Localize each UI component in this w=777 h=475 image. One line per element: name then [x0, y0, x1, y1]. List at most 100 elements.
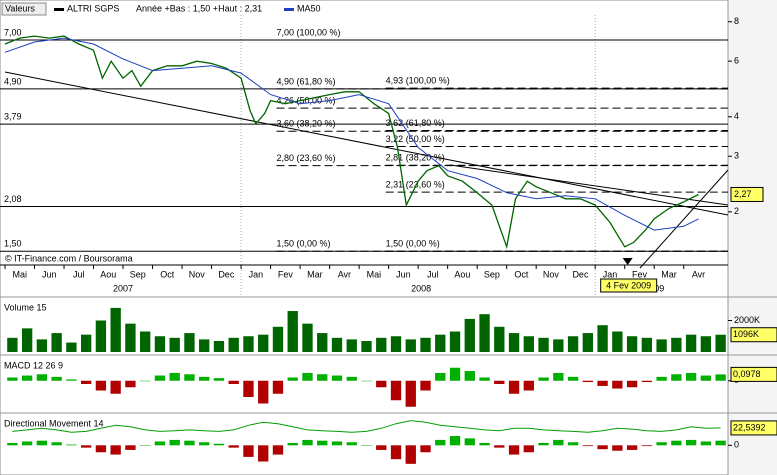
- fib-label: 4,93 (100,00 %): [386, 75, 450, 85]
- bar: [228, 337, 239, 352]
- bar: [612, 445, 623, 451]
- bar: [7, 337, 18, 352]
- bar: [95, 380, 107, 391]
- bar: [346, 339, 357, 352]
- annotation-box: [600, 278, 658, 293]
- bar: [110, 445, 121, 455]
- bar: [715, 440, 726, 446]
- bar: [612, 331, 623, 352]
- y-tick-label: 0: [734, 440, 739, 450]
- bar: [464, 371, 475, 381]
- fib-label: 1,50 (0,00 %): [386, 239, 440, 249]
- bar: [302, 372, 313, 381]
- x-tick-label: Mar: [661, 269, 677, 279]
- x-tick-label: Nov: [543, 269, 560, 279]
- x-tick-label: Sep: [484, 269, 500, 279]
- y-tick-label: 3: [734, 151, 739, 161]
- bar: [258, 334, 269, 352]
- bar: [671, 440, 682, 446]
- bar: [626, 336, 638, 352]
- y-tick-label: 2: [734, 206, 739, 216]
- bar: [523, 445, 534, 453]
- bar: [95, 445, 107, 453]
- bar: [508, 333, 520, 352]
- panel-title: Volume 15: [4, 302, 47, 312]
- last-price-label: 2,27: [734, 189, 752, 199]
- bar: [449, 436, 461, 446]
- bar: [449, 367, 461, 381]
- value-badge: [730, 420, 777, 436]
- bar: [21, 441, 33, 446]
- x-tick-label: Jan: [249, 269, 264, 279]
- bar: [700, 375, 712, 381]
- bar: [597, 380, 608, 386]
- bar: [213, 443, 225, 446]
- x-tick-label: Dec: [572, 269, 589, 279]
- bar: [435, 334, 446, 352]
- bar: [169, 372, 180, 381]
- bar: [272, 445, 284, 455]
- x-tick-label: Jul: [427, 269, 439, 279]
- bar: [420, 337, 431, 352]
- bar: [184, 440, 195, 446]
- bar: [331, 337, 343, 352]
- bar: [243, 336, 254, 352]
- credit: © IT-Finance.com / Boursorama: [5, 253, 133, 263]
- price-line: [4, 37, 699, 231]
- fib-label: 3,62 (61,80 %): [386, 118, 445, 128]
- bar: [66, 444, 77, 446]
- panel-title: MACD 12 26 9: [4, 360, 63, 370]
- bar: [258, 380, 269, 404]
- bar: [213, 340, 225, 352]
- bar: [36, 339, 48, 352]
- bar: [671, 374, 682, 381]
- x-tick-label: Avr: [692, 269, 705, 279]
- bar: [553, 372, 564, 381]
- legend-label: ALTRI SGPS: [67, 3, 119, 13]
- level-label: 2,08: [4, 194, 22, 204]
- bar: [361, 445, 372, 446]
- fib-label: 3,22 (50,00 %): [386, 134, 445, 144]
- bar: [125, 323, 136, 352]
- value-label: 22,5392: [733, 422, 766, 432]
- bar: [287, 443, 298, 446]
- fib-label: 4,26 (50,00 %): [276, 96, 335, 106]
- bar: [140, 331, 151, 352]
- bar: [199, 339, 210, 352]
- bar: [479, 443, 490, 446]
- year-label: 2008: [411, 283, 431, 293]
- bar: [582, 380, 593, 383]
- fib-label: 3,60 (38,20 %): [276, 119, 335, 129]
- value-label: 1096K: [733, 329, 759, 339]
- bar: [656, 376, 667, 381]
- bar: [213, 378, 225, 381]
- legend-label: MA50: [297, 3, 321, 13]
- panel-title: Directional Movement 14: [4, 418, 104, 428]
- bar: [715, 374, 726, 381]
- trendline: [449, 164, 729, 206]
- bar: [346, 376, 357, 381]
- bar: [154, 336, 166, 352]
- bar: [685, 372, 697, 381]
- x-tick-label: Jun: [42, 269, 57, 279]
- value-label: 0,0978: [733, 369, 761, 379]
- bar: [287, 311, 298, 352]
- bar: [464, 318, 475, 352]
- annotation-marker: [622, 258, 633, 265]
- bar: [479, 377, 490, 381]
- bar: [626, 380, 638, 388]
- bar: [376, 445, 387, 450]
- bar: [287, 377, 298, 381]
- bar: [641, 337, 653, 352]
- trendline: [4, 71, 729, 216]
- price-line: [4, 35, 699, 250]
- y-tick-label: 8: [734, 16, 739, 26]
- bar: [36, 374, 48, 381]
- level-label: 4,90: [4, 76, 22, 86]
- bar: [302, 439, 313, 446]
- bar: [567, 336, 579, 352]
- bar: [258, 445, 269, 462]
- bar: [390, 336, 402, 352]
- x-tick-label: Mai: [367, 269, 382, 279]
- bar: [420, 380, 431, 391]
